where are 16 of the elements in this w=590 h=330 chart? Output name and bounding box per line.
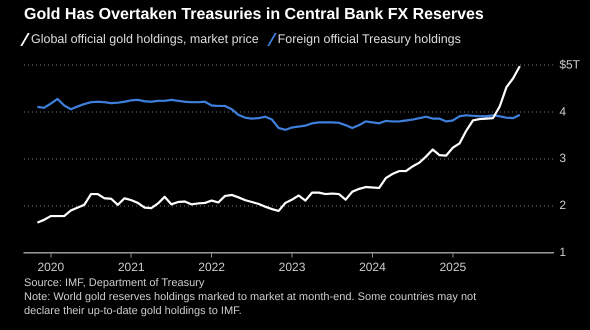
y-tick-label: 2 [559,198,566,212]
legend-label: Global official gold holdings, market price [31,32,259,46]
x-tick-label: 2022 [198,260,226,274]
text: Note: World gold reserves holdings marked to market at month-end. Some countries may not declare their up-to-date gold holdings to IMF. [24,290,478,318]
x-tick-label: 2023 [278,260,306,274]
legend-label: Foreign official Treasury holdings [278,32,461,46]
source-note: Source: IMF, Department of Treasury [24,276,206,290]
y-tick-label: 4 [559,104,566,118]
y-tick-label: $5T [559,58,581,72]
x-tick-label: 2020 [37,260,64,274]
chart-title: Gold Has Overtaken Treasuries in Central Bank FX Reserves [24,6,484,24]
x-tick-label: 2024 [359,260,386,274]
y-tick-label: 1 [559,244,566,259]
x-tick-label: 2021 [118,260,145,274]
y-tick-label: 3 [559,151,566,166]
x-tick-label: 2025 [439,260,466,274]
